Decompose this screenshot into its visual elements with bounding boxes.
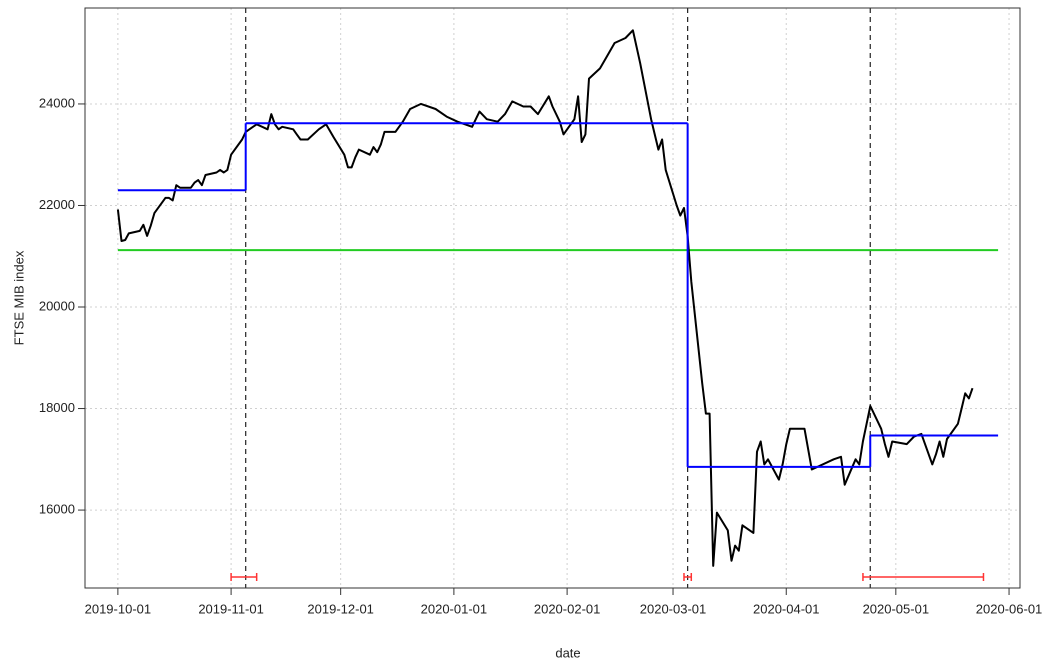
x-tick-label: 2019-12-01 (307, 601, 374, 616)
x-tick-label: 2019-11-01 (198, 601, 264, 616)
x-tick-label: 2020-01-01 (421, 601, 488, 616)
x-tick-label: 2020-06-01 (976, 601, 1043, 616)
plot-frame (84, 7, 1021, 589)
x-tick-label: 2020-03-01 (640, 601, 707, 616)
x-axis-label: date (555, 645, 580, 660)
x-tick-label: 2020-05-01 (863, 601, 930, 616)
y-tick-label: 16000 (39, 502, 75, 517)
y-tick-label: 18000 (39, 400, 75, 415)
data-line (116, 29, 974, 567)
y-axis-label: FTSE MIB index (11, 250, 26, 345)
y-tick-label: 24000 (39, 95, 75, 110)
y-tick-label: 20000 (39, 298, 75, 313)
x-tick-label: 2020-04-01 (753, 601, 820, 616)
y-tick-label: 22000 (39, 197, 75, 212)
x-tick-label: 2020-02-01 (534, 601, 601, 616)
x-tick-label: 2019-10-01 (85, 601, 152, 616)
